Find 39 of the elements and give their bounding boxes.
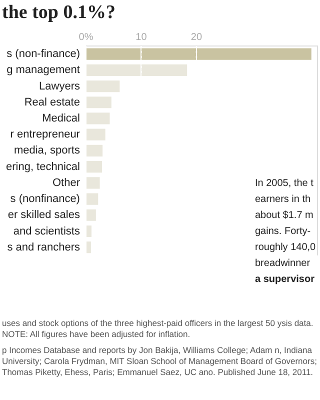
y-tick-label: er skilled sales [8, 209, 80, 222]
y-tick-label: ering, technical [6, 160, 80, 173]
y-tick-label: g management [6, 64, 80, 76]
bar [86, 225, 92, 238]
bar [86, 144, 103, 156]
bar [86, 96, 112, 108]
x-tick-label: 10 [136, 32, 148, 43]
bar [86, 128, 106, 140]
bar [86, 112, 110, 124]
y-tick-label: r entrepreneur [10, 128, 80, 141]
bar [86, 161, 102, 173]
bar [86, 209, 96, 221]
y-tick-label: Real estate [24, 96, 80, 108]
text: a supervisor [255, 273, 316, 287]
annotation: gains. Forty- [255, 225, 312, 239]
bar [86, 177, 100, 189]
annotation: about $1.7 m [255, 209, 314, 223]
bar [86, 64, 188, 76]
y-tick-label: s (nonfinance) [10, 193, 80, 206]
text: breadwinner [255, 257, 312, 271]
x-tick-label: 0% [78, 32, 94, 43]
annotation: earners in th [255, 193, 312, 207]
y-tick-label: s (non-finance) [6, 48, 80, 60]
text: p Incomes Database and reports by Jon Bakija, Williams College; Adam n, Indiana University; Carola Frydman, MIT Sloan School of Management Board of Governors; Thomas Piketty, Ehess, Paris; Emmanuel Saez, UC ano. Published June 18, 2011. [2, 345, 318, 378]
bar [86, 242, 91, 254]
text: uses and stock options of the three highest-paid officers in the largest 50 ysis data. NOTE: All figures have been adjusted for inflation. [2, 318, 314, 340]
y-tick-label: Other [52, 176, 80, 189]
y-tick-label: media, sports [14, 144, 80, 157]
annotation: In 2005, the t [255, 177, 314, 191]
x-tick-label: 20 [190, 32, 202, 43]
y-tick-label: Lawyers [39, 80, 80, 92]
annotation: roughly 140,0 [255, 241, 317, 255]
bar [86, 193, 98, 205]
bar [86, 80, 120, 92]
y-tick-label: Medical [42, 112, 80, 125]
y-tick-label: s and ranchers [7, 241, 80, 254]
bar [86, 48, 312, 60]
chart-title: the top 0.1%? [2, 2, 116, 24]
y-tick-label: and scientists [13, 225, 80, 238]
